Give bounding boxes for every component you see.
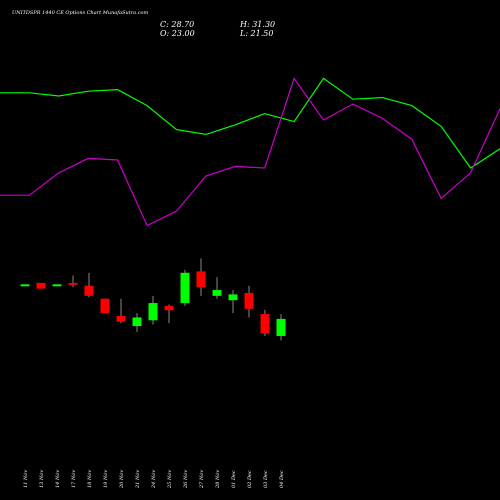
- x-tick-label: 01 Dec: [231, 470, 237, 488]
- lower-band-line: [0, 77, 500, 227]
- candle-body: [180, 272, 190, 304]
- high-readout: H: 31.30: [240, 20, 276, 29]
- upper-band-line: [0, 77, 500, 169]
- x-tick-label: 20 Nov: [119, 470, 125, 489]
- candle-body: [148, 303, 158, 321]
- candle-body: [132, 317, 142, 327]
- x-tick-label: 11 Nov: [23, 470, 29, 488]
- x-tick-label: 13 Nov: [39, 470, 45, 488]
- x-tick-label: 14 Nov: [55, 470, 61, 488]
- candle-body: [212, 290, 222, 296]
- x-axis-tick-labels: 11 Nov 13 Nov 14 Nov 17 Nov 18 Nov 19 Nov 20 N…: [23, 470, 285, 489]
- candle-body: [52, 284, 62, 287]
- candle-body: [100, 298, 110, 314]
- indicator-lines: [0, 77, 500, 227]
- x-tick-label: 24 Nov: [151, 470, 157, 489]
- x-tick-label: 03 Dec: [263, 470, 269, 488]
- candle-body: [244, 292, 254, 309]
- x-tick-label: 26 Nov: [183, 470, 189, 489]
- x-tick-label: 02 Dec: [247, 470, 253, 488]
- low-readout: L: 21.50: [240, 29, 274, 38]
- candle-body: [36, 282, 46, 289]
- x-tick-label: 28 Nov: [215, 470, 221, 489]
- x-tick-label: 25 Nov: [167, 470, 173, 489]
- candle-body: [116, 316, 126, 322]
- candle-body: [84, 285, 94, 296]
- x-tick-label: 18 Nov: [87, 470, 93, 488]
- candle-body: [164, 305, 174, 311]
- close-readout: C: 28.70: [160, 20, 195, 29]
- x-tick-label: 04 Dec: [279, 470, 285, 488]
- x-tick-label: 21 Nov: [135, 470, 141, 489]
- chart-title: UNITDSPR 1440 CE Options Chart MunafaSut…: [12, 10, 149, 16]
- candle-body: [260, 314, 270, 334]
- candle-body: [68, 282, 78, 285]
- x-tick-label: 17 Nov: [71, 470, 77, 488]
- candle-body: [196, 271, 206, 288]
- x-tick-label: 19 Nov: [103, 470, 109, 488]
- candle-body: [228, 294, 238, 301]
- x-tick-label: 27 Nov: [199, 470, 205, 489]
- candle-body: [20, 284, 30, 287]
- candlesticks: [20, 258, 286, 341]
- candle-body: [276, 318, 286, 336]
- open-readout: O: 23.00: [160, 29, 195, 38]
